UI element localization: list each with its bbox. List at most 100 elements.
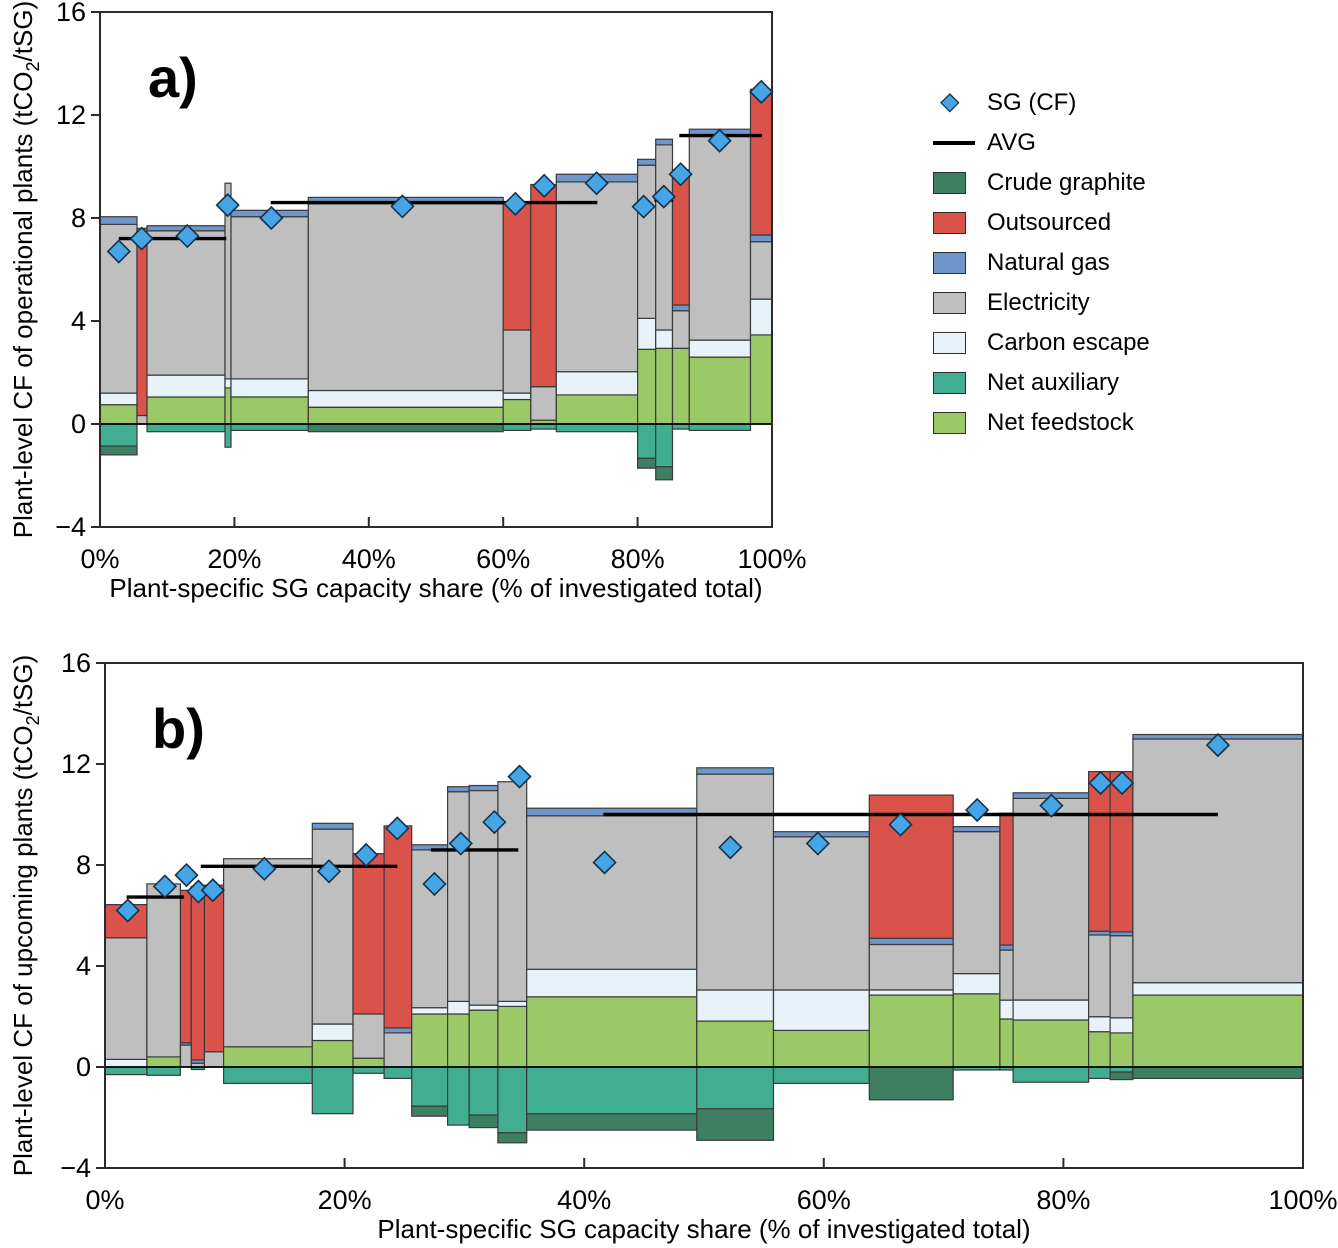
bar-group [530,183,557,430]
x-axis-title: Plant-specific SG capacity share (% of i… [109,573,762,603]
bar-group [311,822,354,1115]
sg-cf-diamond [631,194,656,219]
bar-segment-feedstock [1012,1019,1090,1068]
x-tick-label: 40% [342,544,396,574]
bar-group [1132,733,1304,1079]
y-axis-title-text: Plant-level CF of operational plants (tC… [8,71,38,538]
bar-segment-electricity [383,1032,413,1068]
legend-item-escape: Carbon escape [933,323,1193,363]
bar-segment-feedstock [411,1013,449,1068]
bar-segment-aux [526,1066,698,1115]
bar-segment-escape [99,392,138,406]
bar-segment-electricity [1087,934,1111,1018]
bar-segment-electricity [671,310,690,349]
bar-group [749,88,773,425]
bar-group [696,767,775,1141]
sg-cf-diamond [1205,732,1231,758]
y-tick-label: −4 [60,1153,91,1183]
sg-cf-diamond [805,831,830,856]
bar-group [146,225,226,433]
bar-segment-aux [1087,1066,1111,1079]
sg-cf-diamond [259,205,284,231]
bar-segment-escape [526,968,698,998]
bar-segment-outsourced [999,812,1014,946]
legend-swatch [933,172,966,194]
bar-segment-gas [468,784,499,792]
y-axis-title-text: Plant-level CF of upcoming plants (tCO [8,725,38,1176]
bar-group [868,794,954,1101]
bar-segment-feedstock [636,348,657,425]
bar-segment-feedstock [224,387,232,425]
bar-segment-gas [447,786,470,793]
bar-segment-aux [468,1066,499,1116]
bar-segment-aux [655,423,674,468]
feedstock-swatch-icon [933,412,979,434]
legend-item-label: AVG [987,129,1036,156]
bar-segment-electricity [497,781,528,1003]
bar-segment-escape [655,329,674,349]
sg-cf-diamond [1039,793,1064,818]
bar-segment-crude [868,1066,954,1101]
bar-segment-feedstock [868,994,954,1068]
bar-segment-escape [1012,999,1090,1021]
bar-segment-electricity [223,858,313,1048]
bar-segment-escape [688,339,752,358]
bar-segment-escape [502,392,532,401]
x-tick-label: 80% [611,544,665,574]
bar-segment-escape [230,378,309,398]
bar-segment-electricity [1132,738,1304,984]
bar-segment-feedstock [146,1056,181,1068]
bar-segment-feedstock [1109,1032,1134,1068]
y-axis-title-text: /tSG) [8,1,38,62]
bar-segment-crude [307,423,504,433]
bar-segment-feedstock [749,334,773,425]
legend-swatch [933,292,966,314]
bar-segment-escape [1087,1016,1111,1033]
y-tick-label: 8 [76,850,91,880]
bar-segment-electricity [1012,797,1090,1001]
y-tick-label: 0 [76,1052,91,1082]
bar-group [224,182,232,448]
sg-cf-diamond [354,842,379,868]
bar-segment-electricity [146,883,181,1058]
bar-segment-outsourced [749,88,773,236]
legend-swatch [933,332,966,354]
panel-b: −4 0 4 8 12 16 0% 20% 40% 60% 80% 100% b) Plant-speci… [8,648,1338,1244]
avg-line-sample [933,141,975,145]
crude-swatch-icon [933,172,979,194]
bar-segment-feedstock [526,996,698,1068]
bar-segment-escape [555,371,639,396]
bar-segment-gas [868,937,954,946]
plot-frame [99,11,773,528]
bar-segment-outsourced [1109,770,1134,933]
bar-segment-electricity [688,135,752,341]
sg-cf-diamond [448,831,473,856]
bar-group [688,128,752,432]
y-axis-title-text: /tSG) [8,655,38,716]
bar-segment-aux [502,423,532,432]
aux-swatch-icon [933,372,979,394]
sg-cf-diamond [252,856,277,881]
bar-segment-crude [1132,1066,1304,1079]
bar-segment-electricity [146,230,226,376]
sg-cf-diamond [215,192,240,218]
legend-item-label: Outsourced [987,209,1112,236]
bar-segment-aux [772,1066,870,1084]
bar-group [383,825,413,1079]
bar-segment-electricity [502,329,532,394]
y-axis-title: Plant-level CF of operational plants (tC… [8,1,43,538]
plot-frame [104,662,1304,1169]
bar-segment-aux [636,423,657,459]
legend-item-label: Carbon escape [987,329,1150,356]
sg-cf-diamond [390,194,415,219]
bar-segment-aux [230,423,309,432]
sg-cf-diamond [422,871,447,897]
bar-segment-feedstock [447,1013,470,1068]
bar-segment-feedstock [655,347,674,425]
bar-group [671,169,690,430]
bar-group [502,201,532,432]
bar-segment-feedstock [772,1029,870,1068]
sg-cf-diamond [668,162,693,187]
sg-cf-diamond [507,764,532,789]
bar-segment-aux [352,1066,385,1074]
